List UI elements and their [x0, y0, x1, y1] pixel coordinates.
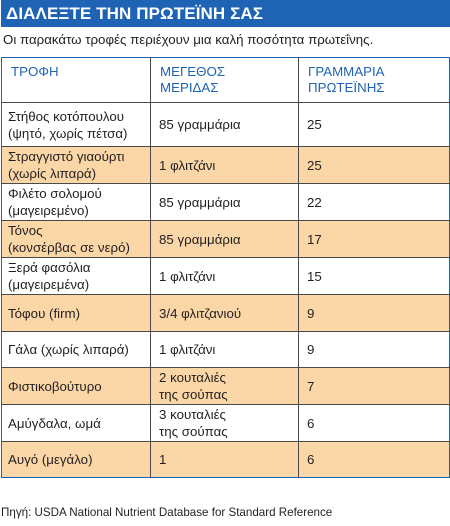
- cell-portion: 85 γραμμάρια: [150, 220, 299, 258]
- cell-portion-text: 85 γραμμάρια: [159, 194, 241, 210]
- cell-protein-grams: 7: [298, 367, 450, 405]
- cell-portion-text: 1 φλιτζάνι: [159, 157, 216, 173]
- cell-portion-text: της σούπας: [159, 424, 228, 439]
- cell-protein-grams: 6: [298, 404, 450, 442]
- cell-portion-text: 3 κουταλιές: [159, 407, 226, 422]
- cell-portion: 1 φλιτζάνι: [150, 146, 299, 184]
- cell-protein-grams: 6: [298, 441, 450, 478]
- cell-portion: 3/4 φλιτζανιού: [150, 294, 299, 332]
- cell-protein-grams-text: 7: [307, 378, 315, 394]
- table-row: Τόνος (κονσέρβας σε νερό) 85 γραμμάρια 17: [1, 220, 450, 258]
- cell-food-text: Φιλέτο σολομού: [8, 186, 102, 201]
- column-header-portion: ΜΕΓΕΘΟΣ ΜΕΡΙΔΑΣ: [150, 57, 299, 103]
- cell-food-text: Ξερά φασόλια: [8, 260, 91, 275]
- cell-portion-text: 85 γραμμάρια: [159, 231, 241, 247]
- cell-portion: 85 γραμμάρια: [150, 102, 299, 147]
- cell-food: Τόφου (firm): [1, 294, 151, 332]
- intro-text: Οι παρακάτω τροφές περιέχουν μια καλή πο…: [3, 32, 374, 47]
- cell-portion-text: της σούπας: [159, 387, 228, 402]
- cell-food-text: Φιστικοβούτυρο: [8, 378, 102, 394]
- column-header-portion-line1: ΜΕΓΕΘΟΣ: [160, 64, 226, 79]
- cell-food-text: (μαγειρεμένα): [8, 277, 90, 292]
- cell-portion-text: 1: [159, 452, 167, 467]
- cell-portion: 85 γραμμάρια: [150, 183, 299, 221]
- cell-food-text: Γάλα (χωρίς λιπαρά): [8, 342, 129, 357]
- column-header-protein-line1: ΓΡΑΜΜΑΡΙΑ: [308, 64, 385, 79]
- cell-food: Τόνος (κονσέρβας σε νερό): [1, 220, 151, 258]
- cell-protein-grams: 25: [298, 102, 450, 147]
- cell-protein-grams-text: 17: [307, 231, 322, 247]
- cell-food: Φιστικοβούτυρο: [1, 367, 151, 405]
- table-header-row: ΤΡΟΦΗ ΜΕΓΕΘΟΣ ΜΕΡΙΔΑΣ ΓΡΑΜΜΑΡΙΑ ΠΡΩΤΕΪΝΗΣ: [1, 57, 450, 103]
- cell-protein-grams-text: 9: [307, 342, 315, 357]
- table-row: Τόφου (firm) 3/4 φλιτζανιού 9: [1, 294, 450, 332]
- cell-food-text: Τόνος: [8, 223, 43, 238]
- page-title: ΔΙΑΛΕΞΤΕ ΤΗΝ ΠΡΩΤΕΪΝΗ ΣΑΣ: [1, 0, 450, 27]
- cell-food-text: (μαγειρεμένο): [8, 203, 89, 218]
- cell-food: Στήθος κοτόπουλου (ψητό, χωρίς πέτσα): [1, 102, 151, 147]
- cell-food: Αυγό (μεγάλο): [1, 441, 151, 478]
- cell-food-text: Στραγγιστό γιαούρτι: [8, 149, 125, 164]
- source-note: Πηγή: USDA National Nutrient Database fo…: [1, 506, 333, 519]
- cell-portion: 1 φλιτζάνι: [150, 331, 299, 368]
- cell-portion-text: 3/4 φλιτζανιού: [159, 305, 242, 321]
- table-row: Φιλέτο σολομού (μαγειρεμένο) 85 γραμμάρια 2…: [1, 183, 450, 221]
- cell-protein-grams: 9: [298, 294, 450, 332]
- cell-protein-grams-text: 15: [307, 268, 322, 284]
- cell-protein-grams-text: 22: [307, 194, 322, 210]
- column-header-food: ΤΡΟΦΗ: [1, 57, 151, 103]
- table-row: Στήθος κοτόπουλου (ψητό, χωρίς πέτσα) 85 γ…: [1, 102, 450, 147]
- cell-portion-text: 1 φλιτζάνι: [159, 268, 216, 284]
- cell-protein-grams: 22: [298, 183, 450, 221]
- column-header-protein-line2: ΠΡΩΤΕΪΝΗΣ: [308, 80, 385, 95]
- column-header-protein: ΓΡΑΜΜΑΡΙΑ ΠΡΩΤΕΪΝΗΣ: [298, 57, 450, 103]
- cell-food: Γάλα (χωρίς λιπαρά): [1, 331, 151, 368]
- cell-food-text: Τόφου (firm): [8, 305, 81, 321]
- cell-food-text: (χωρίς λιπαρά): [8, 166, 97, 181]
- cell-food: Φιλέτο σολομού (μαγειρεμένο): [1, 183, 151, 221]
- protein-table: ΤΡΟΦΗ ΜΕΓΕΘΟΣ ΜΕΡΙΔΑΣ ΓΡΑΜΜΑΡΙΑ ΠΡΩΤΕΪΝΗΣ …: [1, 57, 450, 478]
- table-row: Αμύγδαλα, ωμά 3 κουταλιές της σούπας 6: [1, 404, 450, 442]
- cell-food: Ξερά φασόλια (μαγειρεμένα): [1, 257, 151, 295]
- cell-portion: 1: [150, 441, 299, 478]
- cell-food: Αμύγδαλα, ωμά: [1, 404, 151, 442]
- cell-food-text: (κονσέρβας σε νερό): [8, 240, 130, 255]
- cell-protein-grams-text: 6: [307, 415, 315, 431]
- cell-portion: 3 κουταλιές της σούπας: [150, 404, 299, 442]
- cell-food: Στραγγιστό γιαούρτι (χωρίς λιπαρά): [1, 146, 151, 184]
- cell-food-text: Αυγό (μεγάλο): [8, 452, 93, 467]
- cell-protein-grams: 25: [298, 146, 450, 184]
- column-header-portion-line2: ΜΕΡΙΔΑΣ: [160, 80, 219, 95]
- cell-food-text: Στήθος κοτόπουλου: [8, 108, 125, 124]
- cell-portion-text: 85 γραμμάρια: [159, 117, 241, 132]
- table-row: Αυγό (μεγάλο) 1 6: [1, 441, 450, 478]
- cell-protein-grams-text: 25: [307, 117, 322, 132]
- cell-protein-grams: 17: [298, 220, 450, 258]
- cell-food-text: (ψητό, χωρίς πέτσα): [8, 125, 128, 141]
- table-row: Γάλα (χωρίς λιπαρά) 1 φλιτζάνι 9: [1, 331, 450, 368]
- cell-portion-text: 2 κουταλιές: [159, 370, 226, 385]
- cell-portion-text: 1 φλιτζάνι: [159, 342, 216, 357]
- cell-protein-grams-text: 6: [307, 452, 315, 467]
- column-header-food-label: ΤΡΟΦΗ: [11, 64, 59, 79]
- table-row: Ξερά φασόλια (μαγειρεμένα) 1 φλιτζάνι 15: [1, 257, 450, 295]
- cell-food-text: Αμύγδαλα, ωμά: [8, 415, 101, 431]
- cell-protein-grams-text: 25: [307, 157, 322, 173]
- cell-protein-grams-text: 9: [307, 305, 315, 321]
- cell-portion: 1 φλιτζάνι: [150, 257, 299, 295]
- cell-protein-grams: 15: [298, 257, 450, 295]
- table-row: Στραγγιστό γιαούρτι (χωρίς λιπαρά) 1 φλιτζ…: [1, 146, 450, 184]
- table-row: Φιστικοβούτυρο 2 κουταλιές της σούπας 7: [1, 367, 450, 405]
- cell-portion: 2 κουταλιές της σούπας: [150, 367, 299, 405]
- cell-protein-grams: 9: [298, 331, 450, 368]
